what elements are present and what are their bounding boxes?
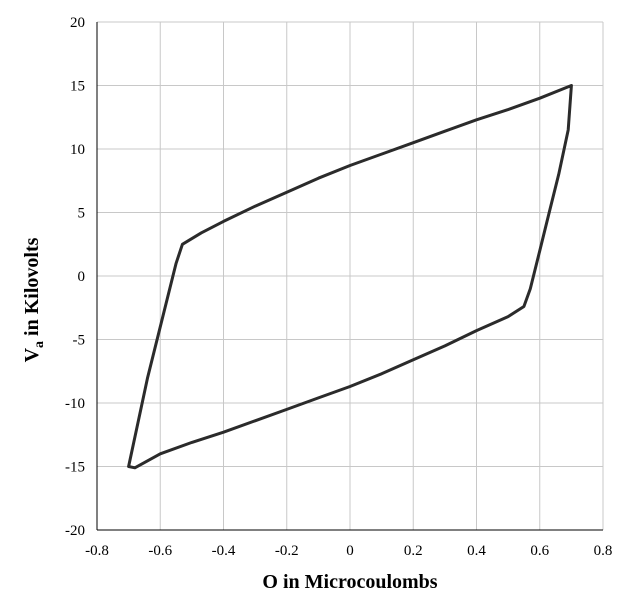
x-tick-label: -0.6 [148, 543, 172, 559]
x-tick-label: 0.6 [530, 543, 549, 559]
x-axis-title: O in Microcoulombs [262, 571, 437, 593]
series-line [127, 84, 573, 470]
y-tick-label: -15 [65, 460, 85, 476]
x-tick-label: -0.8 [85, 543, 109, 559]
data-series [127, 84, 573, 470]
tick-labels: -0.8 -0.6 -0.4 -0.2 0 0.2 0.4 0.6 0.8 -20 -15 -10 -5… [65, 15, 612, 559]
y-tick-label: 10 [70, 142, 85, 158]
x-tick-label: -0.4 [212, 543, 236, 559]
y-axis-title-main: V [21, 347, 43, 362]
x-tick-label: 0 [346, 543, 354, 559]
grid-lines [97, 21, 604, 530]
y-tick-label: -5 [73, 333, 86, 349]
x-tick-label: 0.4 [467, 543, 486, 559]
y-tick-label: -10 [65, 396, 85, 412]
y-tick-label: 20 [70, 15, 85, 31]
axes [96, 22, 603, 531]
x-tick-label: -0.2 [275, 543, 299, 559]
y-tick-label: 0 [78, 269, 86, 285]
y-axis-title: Va in Kilovolts [21, 237, 47, 362]
y-axis-title-rest: in Kilovolts [21, 237, 43, 341]
y-tick-label: 5 [78, 206, 86, 222]
y-tick-label: 15 [70, 79, 85, 95]
y-tick-label: -20 [65, 523, 85, 539]
y-axis-title-subscript: a [32, 341, 47, 348]
x-tick-label: 0.8 [594, 543, 613, 559]
x-tick-label: 0.2 [404, 543, 423, 559]
